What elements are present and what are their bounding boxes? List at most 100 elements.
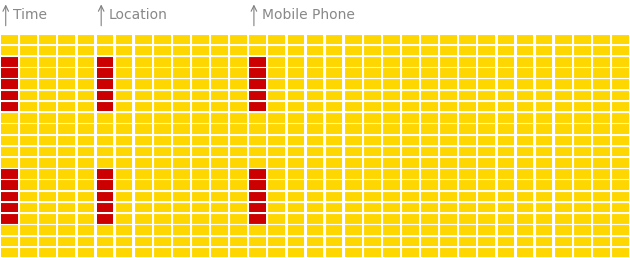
Bar [96,124,113,134]
Bar [307,169,323,179]
Bar [1,57,18,67]
Bar [498,79,514,89]
Bar [498,214,514,224]
Bar [498,90,514,100]
Bar [478,90,495,100]
Bar [459,158,476,167]
Bar [268,45,285,55]
Bar [421,57,438,67]
Bar [440,57,457,67]
Bar [249,68,266,78]
Bar [1,191,18,201]
Bar [249,90,266,100]
Bar [383,225,400,235]
Bar [173,225,190,235]
Bar [77,34,94,44]
Bar [307,214,323,224]
Bar [440,147,457,156]
Bar [326,124,343,134]
Bar [421,79,438,89]
Bar [211,180,228,190]
Bar [440,158,457,167]
Bar [192,147,209,156]
Bar [612,79,629,89]
Bar [173,102,190,111]
Bar [593,90,610,100]
Bar [1,180,18,190]
Bar [593,247,610,257]
Bar [364,124,381,134]
Bar [154,158,171,167]
Bar [574,113,591,123]
Bar [536,113,553,123]
Bar [612,147,629,156]
Bar [421,90,438,100]
Bar [440,102,457,111]
Bar [59,158,75,167]
Bar [364,214,381,224]
Bar [326,225,343,235]
Bar [498,158,514,167]
Bar [402,158,419,167]
Bar [345,57,362,67]
Bar [574,124,591,134]
Bar [536,135,553,145]
Bar [459,191,476,201]
Bar [268,147,285,156]
Bar [287,236,304,246]
Bar [555,124,571,134]
Bar [459,147,476,156]
Bar [1,214,18,224]
Bar [154,191,171,201]
Bar [230,169,247,179]
Bar [345,68,362,78]
Bar [77,247,94,257]
Bar [478,113,495,123]
Bar [96,90,113,100]
Bar [59,102,75,111]
Bar [383,113,400,123]
Bar [268,90,285,100]
Bar [154,34,171,44]
Bar [173,191,190,201]
Bar [287,180,304,190]
Bar [287,203,304,212]
Bar [154,45,171,55]
Bar [498,169,514,179]
Bar [478,34,495,44]
Bar [173,124,190,134]
Bar [612,124,629,134]
Bar [402,45,419,55]
Bar [536,79,553,89]
Bar [154,180,171,190]
Bar [421,45,438,55]
Bar [39,214,56,224]
Bar [59,247,75,257]
Bar [383,180,400,190]
Bar [498,102,514,111]
Bar [612,113,629,123]
Bar [20,147,37,156]
Bar [536,214,553,224]
Bar [1,90,18,100]
Bar [77,124,94,134]
Bar [20,158,37,167]
Bar [211,34,228,44]
Bar [173,203,190,212]
Bar [173,214,190,224]
Bar [345,113,362,123]
Bar [421,247,438,257]
Bar [478,236,495,246]
Bar [555,225,571,235]
Bar [39,113,56,123]
Bar [135,158,152,167]
Bar [402,236,419,246]
Bar [345,79,362,89]
Bar [77,236,94,246]
Bar [345,247,362,257]
Bar [249,34,266,44]
Bar [326,34,343,44]
Bar [364,247,381,257]
Bar [39,90,56,100]
Bar [402,90,419,100]
